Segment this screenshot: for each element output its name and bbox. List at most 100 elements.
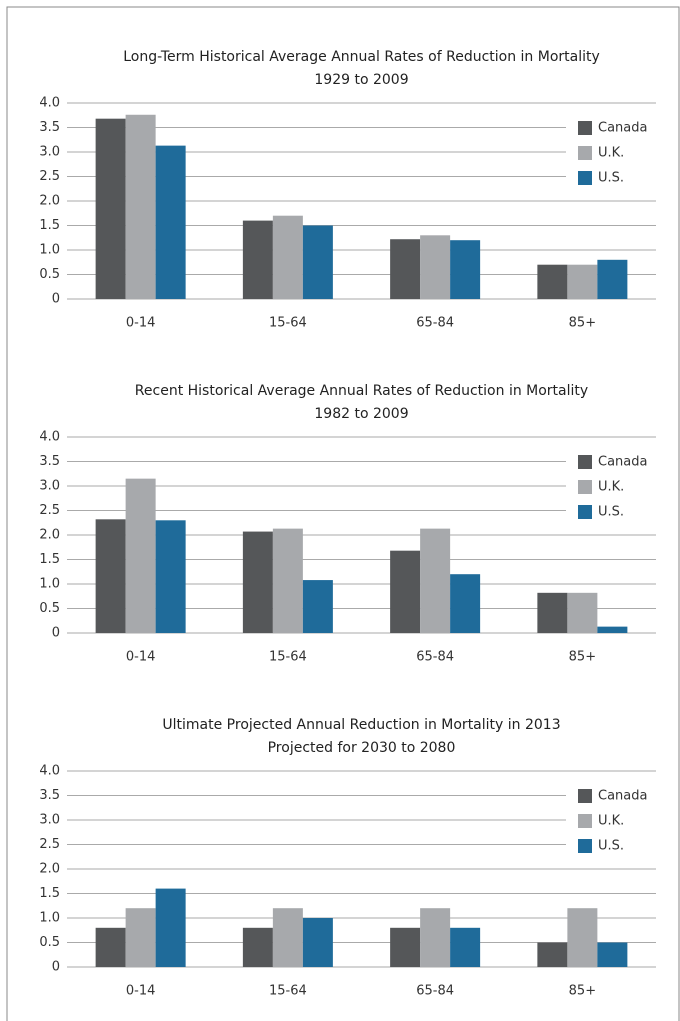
y-tick-label: 4.0	[39, 764, 60, 779]
legend-swatch	[578, 146, 592, 160]
bar	[242, 927, 273, 967]
bar	[95, 118, 126, 300]
x-tick-label: 85+	[569, 316, 596, 331]
chart-subtitle: 1982 to 2009	[314, 406, 408, 422]
bar	[597, 626, 628, 633]
frame	[6, 6, 680, 1021]
x-tick-label: 65-84	[416, 316, 454, 331]
y-tick-label: 3.5	[39, 454, 60, 469]
legend-label: Canada	[598, 789, 647, 804]
legend-swatch	[578, 455, 592, 469]
bar	[390, 927, 421, 967]
bar	[95, 927, 126, 967]
chart-title: Long-Term Historical Average Annual Rate…	[123, 49, 600, 65]
legend-label: Canada	[598, 455, 647, 470]
legend-swatch	[578, 505, 592, 519]
bar	[272, 908, 303, 967]
bar	[420, 235, 451, 299]
legend-label: U.K.	[598, 146, 624, 161]
legend-swatch	[578, 789, 592, 803]
bar	[390, 239, 421, 299]
y-tick-label: 4.0	[39, 96, 60, 111]
bar	[450, 240, 481, 299]
y-tick-label: 2.5	[39, 169, 60, 184]
x-tick-label: 15-64	[269, 984, 307, 999]
x-tick-label: 85+	[569, 650, 596, 665]
bar	[125, 478, 156, 633]
y-tick-label: 0	[52, 960, 60, 975]
x-tick-label: 65-84	[416, 650, 454, 665]
chart-title: Recent Historical Average Annual Rates o…	[135, 383, 588, 399]
x-tick-label: 0-14	[126, 316, 156, 331]
y-tick-label: 4.0	[39, 430, 60, 445]
legend-label: U.S.	[598, 839, 624, 854]
y-tick-label: 0	[52, 292, 60, 307]
legend-swatch	[578, 814, 592, 828]
bar	[537, 592, 568, 633]
bar	[537, 264, 568, 299]
bar	[302, 580, 333, 633]
y-tick-label: 2.5	[39, 837, 60, 852]
legend-label: U.K.	[598, 814, 624, 829]
y-tick-label: 2.0	[39, 528, 60, 543]
bar	[450, 574, 481, 633]
y-tick-label: 2.5	[39, 503, 60, 518]
y-tick-label: 2.0	[39, 862, 60, 877]
bar	[155, 888, 186, 967]
x-tick-label: 15-64	[269, 316, 307, 331]
x-tick-label: 15-64	[269, 650, 307, 665]
bar	[567, 908, 598, 967]
y-tick-label: 0.5	[39, 267, 60, 282]
y-tick-label: 1.5	[39, 218, 60, 233]
legend-label: U.S.	[598, 171, 624, 186]
bar	[567, 592, 598, 633]
y-tick-label: 3.0	[39, 479, 60, 494]
legend-label: U.K.	[598, 480, 624, 495]
bar	[567, 264, 598, 299]
legend-label: U.S.	[598, 505, 624, 520]
legend-label: Canada	[598, 121, 647, 136]
y-tick-label: 3.5	[39, 120, 60, 135]
bar	[272, 215, 303, 299]
bar	[450, 927, 481, 967]
y-tick-label: 0.5	[39, 601, 60, 616]
y-tick-label: 1.5	[39, 886, 60, 901]
bar	[302, 918, 333, 967]
bar	[155, 145, 186, 299]
y-tick-label: 3.0	[39, 145, 60, 160]
legend-swatch	[578, 121, 592, 135]
bar	[537, 942, 568, 967]
bar	[242, 220, 273, 299]
bar	[420, 908, 451, 967]
y-tick-label: 1.0	[39, 577, 60, 592]
y-tick-label: 1.0	[39, 911, 60, 926]
x-tick-label: 0-14	[126, 984, 156, 999]
bar	[390, 550, 421, 633]
chart-subtitle: 1929 to 2009	[314, 72, 408, 88]
bar	[242, 531, 273, 633]
y-tick-label: 1.0	[39, 243, 60, 258]
bar	[272, 528, 303, 633]
y-tick-label: 3.5	[39, 788, 60, 803]
chart-title: Ultimate Projected Annual Reduction in M…	[162, 717, 560, 733]
bar	[420, 528, 451, 633]
y-tick-label: 3.0	[39, 813, 60, 828]
chart-subtitle: Projected for 2030 to 2080	[268, 740, 456, 756]
bar	[155, 520, 186, 633]
legend-swatch	[578, 839, 592, 853]
bar	[597, 942, 628, 967]
bar	[597, 259, 628, 299]
x-tick-label: 65-84	[416, 984, 454, 999]
y-tick-label: 2.0	[39, 194, 60, 209]
y-tick-label: 0	[52, 626, 60, 641]
y-tick-label: 1.5	[39, 552, 60, 567]
legend-swatch	[578, 480, 592, 494]
bar	[302, 225, 333, 299]
bar	[125, 908, 156, 967]
bar	[95, 519, 126, 633]
y-tick-label: 0.5	[39, 935, 60, 950]
bar	[125, 114, 156, 299]
x-tick-label: 85+	[569, 984, 596, 999]
